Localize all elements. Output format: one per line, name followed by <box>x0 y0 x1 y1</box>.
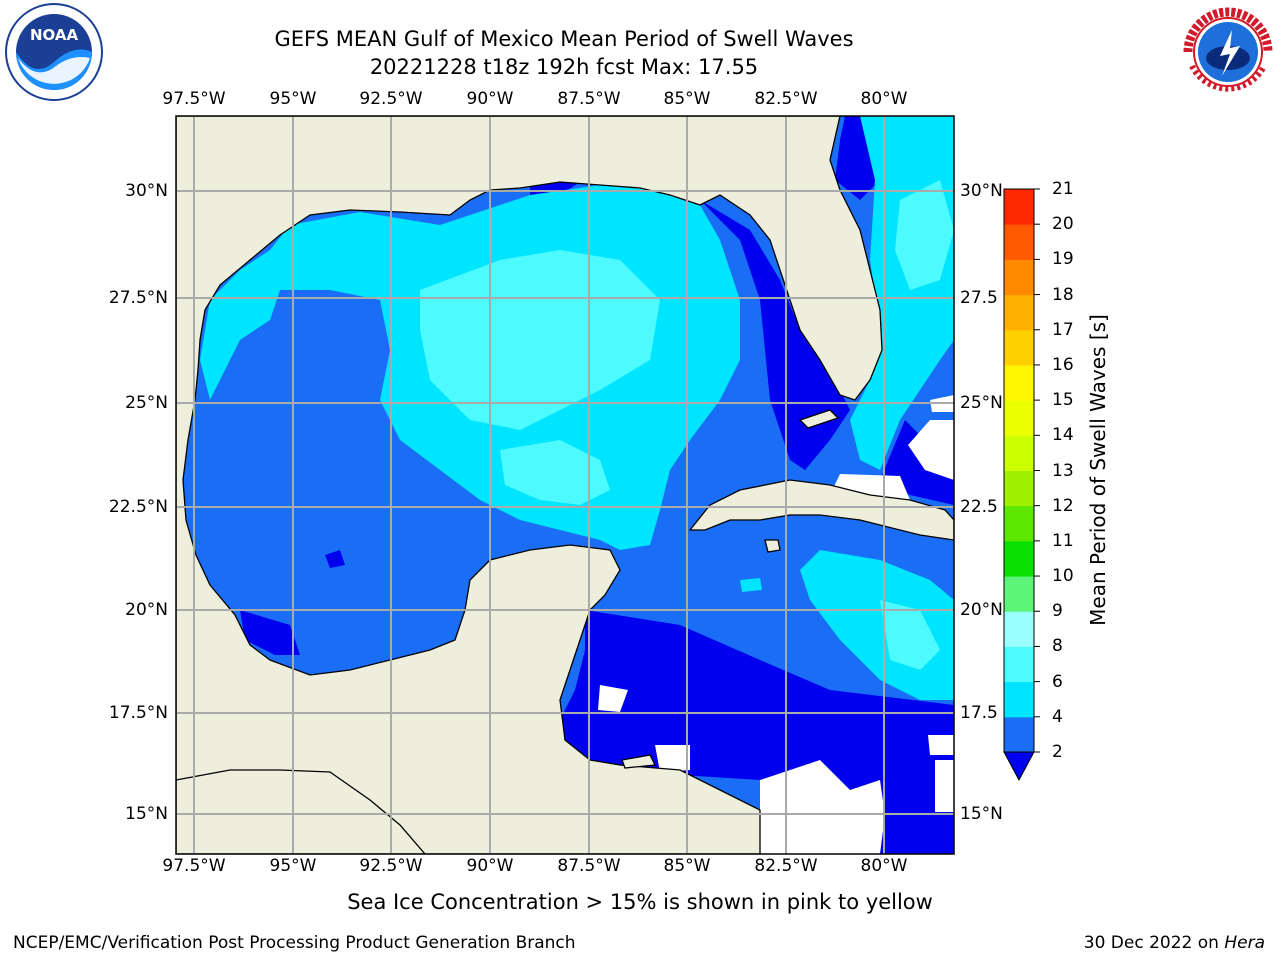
lat-label-right: 17.5 <box>960 703 998 723</box>
lon-label-bottom: 82.5°W <box>754 856 818 876</box>
colorbar-tick-label: 11 <box>1052 530 1074 551</box>
colorbar-tick-label: 4 <box>1052 706 1063 727</box>
colorbar <box>1003 188 1040 782</box>
lat-label-left: 22.5°N <box>108 497 168 517</box>
lat-label-right: 25°N <box>960 393 1003 413</box>
colorbar-tick-label: 15 <box>1052 390 1074 411</box>
lon-label-bottom: 92.5°W <box>359 856 423 876</box>
colorbar-tick-label: 20 <box>1052 214 1074 235</box>
noaa-logo: NOAA <box>5 3 103 101</box>
lon-label-bottom: 97.5°W <box>162 856 226 876</box>
colorbar-segment <box>1004 470 1034 507</box>
lat-label-left: 30°N <box>125 181 168 201</box>
colorbar-extend-arrow <box>1003 751 1035 782</box>
lon-label-bottom: 85°W <box>663 856 711 876</box>
colorbar-tick-label: 17 <box>1052 319 1074 340</box>
colorbar-segment <box>1004 435 1034 471</box>
colorbar-tick-label: 10 <box>1052 566 1074 587</box>
lon-label-bottom: 87.5°W <box>557 856 621 876</box>
colorbar-tick-label: 14 <box>1052 425 1074 446</box>
colorbar-tick-label: 16 <box>1052 354 1074 375</box>
lon-label-top: 90°W <box>466 89 514 109</box>
colorbar-segment <box>1004 611 1034 647</box>
footer-branch: NCEP/EMC/Verification Post Processing Pr… <box>13 933 576 953</box>
lat-label-right: 27.5 <box>960 288 998 308</box>
footer-date-text: 30 Dec 2022 on <box>1083 933 1225 953</box>
colorbar-segment <box>1004 294 1034 331</box>
colorbar-tick-label: 6 <box>1052 671 1063 692</box>
colorbar-tick-label: 19 <box>1052 249 1074 270</box>
lon-label-top: 85°W <box>663 89 711 109</box>
colorbar-tick-label: 8 <box>1052 636 1063 657</box>
lon-label-top: 97.5°W <box>162 89 226 109</box>
colorbar-segment <box>1004 716 1034 753</box>
noaa-logo-text: NOAA <box>30 26 79 44</box>
colorbar-segment <box>1004 224 1034 260</box>
lat-label-right: 30°N <box>960 181 1003 201</box>
lon-label-top: 87.5°W <box>557 89 621 109</box>
lat-label-left: 17.5°N <box>108 703 168 723</box>
colorbar-segment <box>1004 364 1034 401</box>
map-frame <box>175 115 955 855</box>
colorbar-segment <box>1004 329 1034 366</box>
colorbar-segment <box>1004 681 1034 718</box>
colorbar-segment <box>1004 189 1034 225</box>
gridlines <box>176 116 954 854</box>
footer-date: 30 Dec 2022 on Hera <box>1084 933 1265 953</box>
lon-label-top: 92.5°W <box>359 89 423 109</box>
lon-label-top: 82.5°W <box>754 89 818 109</box>
colorbar-segment <box>1004 646 1034 683</box>
lat-label-right: 20°N <box>960 600 1003 620</box>
chart-title: GEFS MEAN Gulf of Mexico Mean Period of … <box>274 27 854 51</box>
nws-logo <box>1181 5 1275 99</box>
colorbar-label: Mean Period of Swell Waves [s] <box>1086 314 1110 626</box>
colorbar-segment <box>1004 540 1034 577</box>
lon-label-bottom: 95°W <box>269 856 317 876</box>
lat-label-left: 27.5°N <box>108 288 168 308</box>
colorbar-tick-label: 2 <box>1052 742 1063 762</box>
lat-label-right: 22.5 <box>960 497 998 517</box>
colorbar-segment <box>1004 576 1034 612</box>
chart-subtitle-forecast: 20221228 t18z 192h fcst Max: 17.55 <box>369 55 759 79</box>
lon-label-bottom: 80°W <box>860 856 908 876</box>
colorbar-segment <box>1004 505 1034 542</box>
lat-label-left: 15°N <box>125 804 168 824</box>
colorbar-tick-label: 12 <box>1052 495 1074 516</box>
colorbar-segment <box>1004 259 1034 296</box>
lat-label-right: 15°N <box>960 804 1003 824</box>
no-data-areas <box>598 395 954 854</box>
colorbar-tick-label: 21 <box>1052 179 1074 199</box>
sea-ice-note: Sea Ice Concentration > 15% is shown in … <box>347 890 933 914</box>
lat-label-left: 25°N <box>125 393 168 413</box>
land <box>176 116 954 854</box>
lon-label-top: 95°W <box>269 89 317 109</box>
lon-label-top: 80°W <box>860 89 908 109</box>
lat-label-left: 20°N <box>125 600 168 620</box>
lon-label-bottom: 90°W <box>466 856 514 876</box>
footer-host: Hera <box>1224 933 1265 953</box>
colorbar-tick-label: 18 <box>1052 284 1074 305</box>
colorbar-tick-label: 13 <box>1052 460 1074 481</box>
colorbar-segment <box>1004 400 1034 436</box>
colorbar-tick-label: 9 <box>1052 601 1063 622</box>
